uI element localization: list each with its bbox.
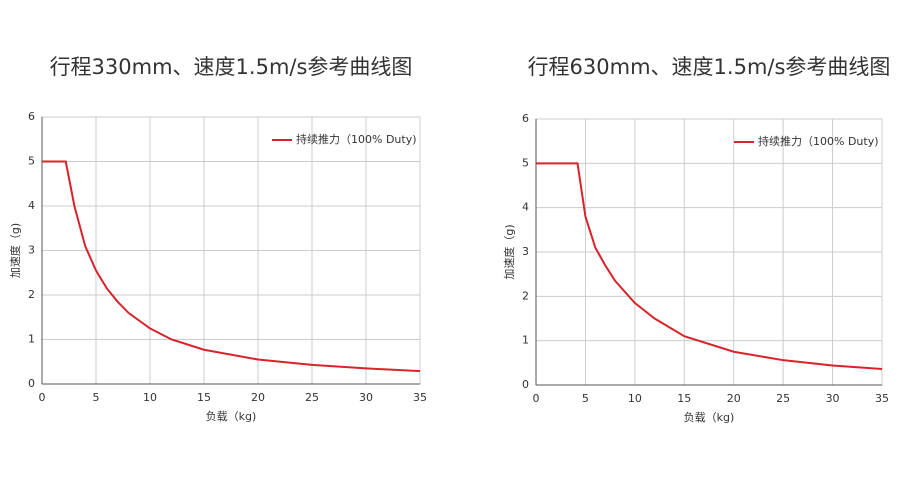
x-tick-label: 20 — [251, 391, 265, 404]
y-axis-label: 加速度（g) — [502, 224, 516, 279]
data-line — [42, 160, 421, 373]
y-tick-label: 3 — [522, 245, 529, 258]
legend-label: 持续推力（100% Duty) — [296, 132, 417, 146]
x-tick-label: 35 — [413, 391, 427, 404]
y-tick-label: 0 — [28, 377, 35, 390]
x-tick-label: 5 — [93, 391, 100, 404]
x-tick-label: 35 — [875, 392, 889, 405]
legend-label: 持续推力（100% Duty) — [758, 134, 879, 148]
x-tick-label: 5 — [582, 392, 589, 405]
x-tick-label: 10 — [143, 391, 157, 404]
x-tick-label: 10 — [628, 392, 642, 405]
x-axis-label: 负载（kg) — [206, 409, 257, 423]
y-tick-label: 5 — [522, 156, 529, 169]
y-axis-label: 加速度（g) — [8, 223, 22, 278]
y-tick-label: 4 — [28, 199, 35, 212]
x-tick-label: 20 — [727, 392, 741, 405]
x-tick-label: 15 — [197, 391, 211, 404]
y-tick-label: 1 — [28, 333, 35, 346]
y-tick-label: 5 — [28, 155, 35, 168]
x-axis-label: 负载（kg) — [684, 410, 735, 424]
chart-title: 行程330mm、速度1.5m/s参考曲线图 — [50, 55, 413, 79]
y-tick-label: 0 — [522, 378, 529, 391]
x-tick-label: 30 — [826, 392, 840, 405]
x-tick-label: 25 — [305, 391, 319, 404]
chart-title: 行程630mm、速度1.5m/s参考曲线图 — [528, 55, 891, 79]
y-tick-label: 1 — [522, 334, 529, 347]
data-line — [536, 162, 883, 371]
y-tick-label: 4 — [522, 201, 529, 214]
y-tick-label: 2 — [522, 289, 529, 302]
y-tick-label: 3 — [28, 244, 35, 257]
x-tick-label: 30 — [359, 391, 373, 404]
x-tick-label: 0 — [533, 392, 540, 405]
y-tick-label: 6 — [28, 110, 35, 123]
x-tick-label: 15 — [677, 392, 691, 405]
x-tick-label: 0 — [39, 391, 46, 404]
y-tick-label: 6 — [522, 112, 529, 125]
x-tick-label: 25 — [776, 392, 790, 405]
y-tick-label: 2 — [28, 288, 35, 301]
